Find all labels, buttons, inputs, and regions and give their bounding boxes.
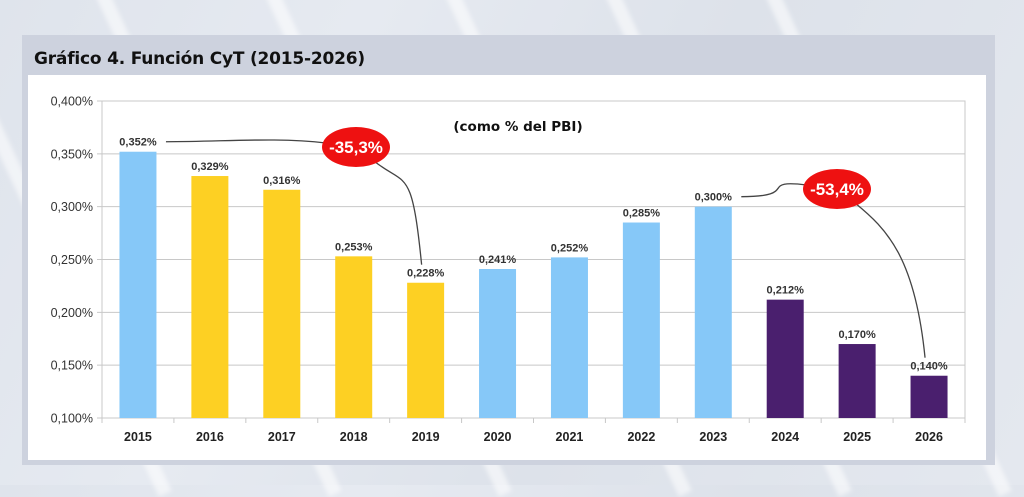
chart-area: 0,100% 0,150% 0,200% 0,250% 0,300% 0,350% 0,40… [28, 75, 986, 460]
bar-2023 [694, 206, 732, 418]
bar-2025 [838, 344, 876, 418]
x-tick-label: 2019 [412, 430, 440, 444]
x-tick-label: 2016 [196, 430, 224, 444]
data-label: 0,352% [119, 137, 157, 149]
data-label: 0,241% [479, 254, 517, 266]
bar-2022 [622, 222, 660, 418]
bar-2026 [910, 375, 948, 418]
bar-2018 [335, 256, 373, 418]
data-label: 0,285% [623, 208, 661, 220]
bar-2019 [407, 282, 445, 418]
chart-panel: Gráfico 4. Función CyT (2015-2026) 0,100… [22, 35, 995, 465]
data-label: 0,212% [767, 285, 805, 297]
annotation-connector [373, 160, 423, 265]
data-label: 0,228% [407, 268, 445, 280]
y-tick-label: 0,400% [51, 95, 93, 109]
annotation-connector [854, 202, 926, 358]
y-tick-label: 0,100% [51, 412, 93, 426]
x-tick-label: 2021 [556, 430, 584, 444]
data-label: 0,253% [335, 241, 373, 253]
x-tick-label: 2018 [340, 430, 368, 444]
x-tick-label: 2020 [484, 430, 512, 444]
y-tick-label: 0,250% [51, 253, 93, 267]
data-label: 0,316% [263, 175, 301, 187]
data-label: 0,300% [695, 192, 733, 204]
data-label: 0,140% [910, 361, 948, 373]
x-tick-label: 2017 [268, 430, 296, 444]
y-tick-label: 0,150% [51, 359, 93, 373]
bar-2024 [766, 299, 804, 418]
x-tick-label: 2024 [771, 430, 799, 444]
x-tick-label: 2026 [915, 430, 943, 444]
y-tick-label: 0,350% [51, 147, 93, 161]
annotation-label: -35,3% [329, 138, 383, 157]
bar-2015 [119, 151, 157, 418]
bar-chart: 0,100% 0,150% 0,200% 0,250% 0,300% 0,350% 0,40… [51, 95, 966, 444]
bar-2017 [263, 189, 301, 418]
data-label: 0,170% [838, 329, 876, 341]
x-tick-label: 2015 [124, 430, 152, 444]
chart-subtitle: (como % del PBI) [453, 119, 582, 135]
bar-2016 [191, 176, 229, 418]
annotation-bubble [322, 127, 390, 167]
x-tick-label: 2025 [843, 430, 871, 444]
annotation-bubble [803, 169, 871, 209]
chart-title: Gráfico 4. Función CyT (2015-2026) [34, 49, 365, 69]
annotation-connector [741, 183, 808, 198]
data-label: 0,329% [191, 161, 229, 173]
x-tick-label: 2023 [699, 430, 727, 444]
bar-2021 [550, 257, 588, 418]
y-tick-label: 0,300% [51, 200, 93, 214]
y-tick-label: 0,200% [51, 306, 93, 320]
annotation-label: -53,4% [810, 180, 864, 199]
x-tick-label: 2022 [627, 430, 655, 444]
data-label: 0,252% [551, 242, 589, 254]
bar-2020 [479, 269, 517, 418]
annotation-connector [165, 139, 327, 144]
